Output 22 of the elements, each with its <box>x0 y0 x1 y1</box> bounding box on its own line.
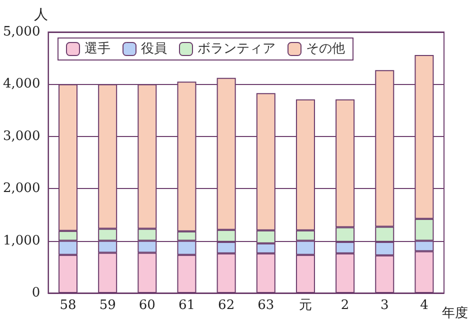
legend-label: ボランティア <box>198 42 276 56</box>
legend-label: 役員 <box>141 42 167 56</box>
y-tick-label: 3,000 <box>3 128 40 144</box>
x-tick-label: 2 <box>340 298 350 313</box>
x-tick-label: 4 <box>420 298 428 313</box>
y-axis-title: 人 <box>34 7 48 23</box>
x-tick-label: 58 <box>60 298 76 313</box>
y-tick-label: 1,000 <box>3 233 40 248</box>
y-tick-label: 0 <box>32 286 40 300</box>
x-tick-label: 63 <box>258 298 274 313</box>
y-tick-label: 4,000 <box>3 76 40 92</box>
legend-label: 選手 <box>84 42 110 56</box>
x-tick-label: 61 <box>178 298 196 313</box>
x-axis-title: 年度 <box>442 305 468 320</box>
x-tick-label: 3 <box>380 298 389 313</box>
y-tick-label: 2,000 <box>3 181 40 196</box>
y-tick-label: 5,000 <box>3 24 40 40</box>
x-tick-label: 60 <box>138 298 156 313</box>
legend-label: その他 <box>306 42 345 56</box>
x-tick-label: 元 <box>298 298 312 313</box>
x-tick-label: 62 <box>218 298 235 313</box>
x-tick-label: 59 <box>99 298 116 313</box>
